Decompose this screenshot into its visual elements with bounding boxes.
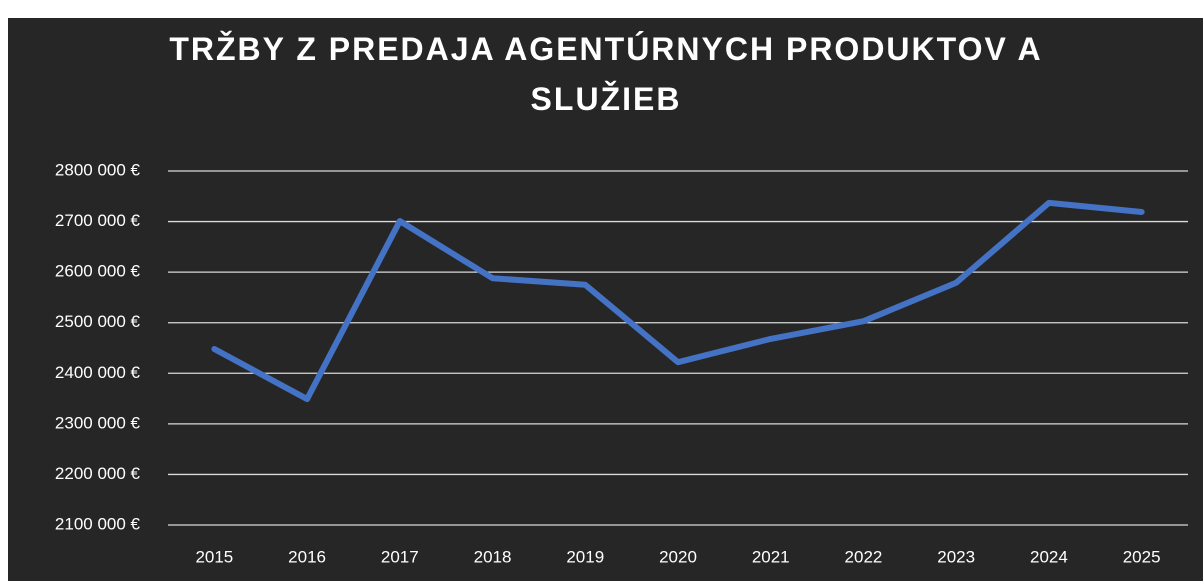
x-tick-label: 2021 xyxy=(752,547,790,566)
x-tick-label: 2023 xyxy=(937,547,975,566)
y-tick-label: 2400 000 € xyxy=(55,363,141,382)
x-tick-label: 2020 xyxy=(659,547,697,566)
x-tick-label: 2019 xyxy=(566,547,604,566)
x-tick-label: 2024 xyxy=(1030,547,1068,566)
chart-title: TRŽBY Z PREDAJA AGENTÚRNYCH PRODUKTOV A … xyxy=(169,31,1043,117)
x-tick-label: 2015 xyxy=(195,547,233,566)
data-line xyxy=(211,199,1145,403)
y-tick-label: 2200 000 € xyxy=(55,464,141,483)
y-tick-label: 2700 000 € xyxy=(55,211,141,230)
x-tick-label: 2016 xyxy=(288,547,326,566)
x-tick-label: 2017 xyxy=(381,547,419,566)
x-tick-label: 2022 xyxy=(845,547,883,566)
y-tick-label: 2100 000 € xyxy=(55,514,141,533)
y-tick-label: 2800 000 € xyxy=(55,160,141,179)
x-tick-label: 2018 xyxy=(474,547,512,566)
x-tick-label: 2025 xyxy=(1123,547,1161,566)
y-tick-label: 2500 000 € xyxy=(55,312,141,331)
y-tick-label: 2600 000 € xyxy=(55,262,141,281)
y-tick-label: 2300 000 € xyxy=(55,413,141,432)
